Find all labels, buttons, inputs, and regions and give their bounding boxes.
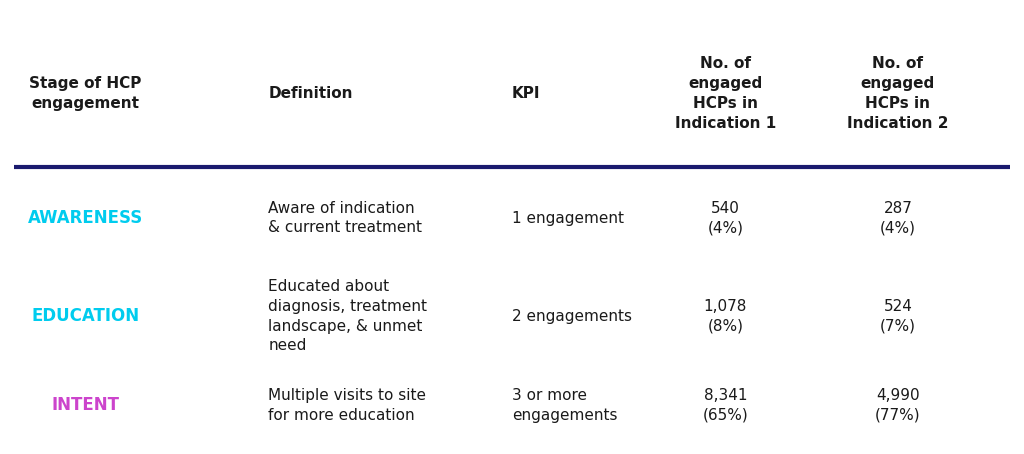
Text: 287
(4%): 287 (4%) bbox=[880, 201, 915, 236]
Text: 3 or more
engagements: 3 or more engagements bbox=[512, 388, 617, 423]
Text: 524
(7%): 524 (7%) bbox=[880, 299, 915, 334]
Text: Aware of indication
& current treatment: Aware of indication & current treatment bbox=[268, 201, 422, 236]
Text: INTENT: INTENT bbox=[51, 396, 120, 414]
Text: KPI: KPI bbox=[512, 86, 541, 101]
Text: AWARENESS: AWARENESS bbox=[28, 209, 143, 227]
Text: No. of
engaged
HCPs in
Indication 1: No. of engaged HCPs in Indication 1 bbox=[675, 56, 776, 130]
Text: 8,341
(65%): 8,341 (65%) bbox=[702, 388, 749, 423]
Text: 2 engagements: 2 engagements bbox=[512, 309, 632, 324]
Text: EDUCATION: EDUCATION bbox=[32, 307, 139, 325]
Text: 1,078
(8%): 1,078 (8%) bbox=[703, 299, 746, 334]
Text: Definition: Definition bbox=[268, 86, 352, 101]
Text: Stage of HCP
engagement: Stage of HCP engagement bbox=[30, 76, 141, 111]
Text: Educated about
diagnosis, treatment
landscape, & unmet
need: Educated about diagnosis, treatment land… bbox=[268, 279, 427, 353]
Text: Multiple visits to site
for more education: Multiple visits to site for more educati… bbox=[268, 388, 426, 423]
Text: 540
(4%): 540 (4%) bbox=[708, 201, 743, 236]
Text: No. of
engaged
HCPs in
Indication 2: No. of engaged HCPs in Indication 2 bbox=[847, 56, 948, 130]
Text: 4,990
(77%): 4,990 (77%) bbox=[876, 388, 921, 423]
Text: 1 engagement: 1 engagement bbox=[512, 211, 624, 226]
